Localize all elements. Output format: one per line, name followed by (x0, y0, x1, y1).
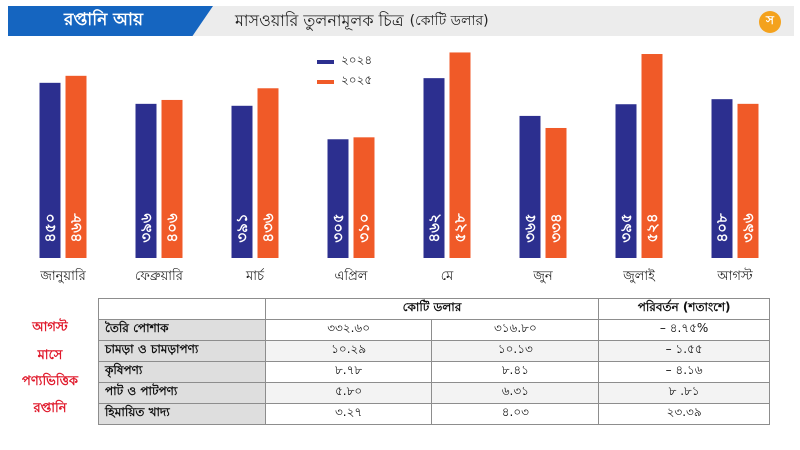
bar-label-2024-5: ৪৬২ (425, 213, 443, 242)
bar-label-2025-7: ৫২৪ (643, 213, 661, 242)
table-cell-2025: ৬.৩১ (431, 382, 600, 404)
table-cell-change: ২৩.৩৯ (598, 403, 770, 425)
bar-label-2024-1: ৪৫০ (41, 213, 59, 242)
table-cell-change: – ১.৫৫ (598, 340, 770, 362)
bar-2025-8 (737, 103, 759, 258)
table-cell-2024: ৮.৭৮ (264, 361, 433, 383)
table-cell-2024: ১০.২৯ (264, 340, 433, 362)
table-cell-change: – ৪.৭৫% (598, 319, 770, 341)
side-label-line-1: আগস্ট (32, 320, 68, 335)
side-label-line-2: মাসে (37, 348, 63, 363)
logo-icon: স (759, 11, 781, 33)
table-row: পাট ও পাটপণ্য ৫.৮০ ৬.৩১ ৮ .৮১ (98, 382, 770, 404)
bar-label-2025-5: ৫২৮ (451, 213, 469, 242)
chart-title: মাসওয়ারি তুলনামূলক চিত্র (কোটি ডলার) (235, 6, 489, 36)
bar-label-2025-8: ৩৯৬ (739, 213, 757, 242)
table-cell-product: তৈরি পোশাক (98, 319, 266, 341)
legend-label-2025: ২০২৫ (341, 73, 373, 87)
legend-swatch-2024 (317, 60, 334, 64)
table-cell-change: – ৪.১৬ (598, 361, 770, 383)
x-tick-label-6: জুন (532, 269, 553, 284)
chart-title-text: মাসওয়ারি তুলনামূলক চিত্র (235, 10, 404, 30)
bar-2025-3 (257, 88, 279, 258)
bar-2025-1 (65, 75, 87, 258)
bar-label-2024-4: ৩০৫ (329, 213, 347, 242)
table-cell-2025: ১০.১৩ (431, 340, 600, 362)
bar-label-2024-8: ৪০৮ (713, 213, 731, 242)
chart-unit: (কোটি ডলার) (409, 13, 489, 29)
bar-chart: ৪৫০ ৪৬৮ জানুয়ারি ৩৯৬ ৪০৬ ফেব্রুয়ারি ৩৯১ ৪৩৬ মা… (39, 52, 759, 284)
header-tag: রপ্তানি আয় (8, 6, 213, 36)
legend-label-2024: ২০২৪ (341, 53, 373, 67)
bar-2024-6 (519, 115, 541, 259)
x-tick-label-1: জানুয়ারি (39, 268, 86, 284)
table-cell-2024: ৫.৮০ (264, 382, 433, 404)
chart-legend: ২০২৪ ২০২৫ (317, 52, 372, 92)
legend-item-2024: ২০২৪ (317, 52, 372, 72)
bar-label-2024-2: ৩৯৬ (137, 213, 155, 242)
table-header-value: কোটি ডলার (264, 298, 600, 320)
bar-label-2025-2: ৪০৬ (163, 213, 181, 242)
table-cell-2025: ৩১৬.৮০ (431, 319, 600, 341)
bar-2024-8 (711, 99, 733, 258)
bar-label-2025-1: ৪৬৮ (67, 213, 85, 242)
table-cell-change: ৮ .৮১ (598, 382, 770, 404)
table-header-blank (98, 298, 266, 320)
product-export-table: কোটি ডলার পরিবর্তন (শতাংশে) তৈরি পোশাক ৩… (98, 298, 770, 425)
x-tick-label-7: জুলাই (622, 268, 656, 284)
side-label-line-4: রপ্তানি (33, 401, 67, 416)
table-row: হিমায়িত খাদ্য ৩.২৭ ৪.০৩ ২৩.৩৯ (98, 403, 770, 425)
table-row: কৃষিপণ্য ৮.৭৮ ৮.৪১ – ৪.১৬ (98, 361, 770, 383)
table-cell-2025: ৪.০৩ (431, 403, 600, 425)
x-tick-label-2: ফেব্রুয়ারি (135, 268, 184, 284)
bar-2025-2 (161, 99, 183, 258)
bar-2024-3 (231, 105, 253, 259)
bar-2025-7 (641, 54, 663, 259)
table-cell-product: চামড়া ও চামড়াপণ্য (98, 340, 266, 362)
table-cell-2025: ৮.৪১ (431, 361, 600, 383)
bar-2025-5 (449, 52, 471, 259)
legend-item-2025: ২০২৫ (317, 72, 372, 92)
table-cell-product: হিমায়িত খাদ্য (98, 403, 266, 425)
bar-2024-7 (615, 104, 637, 258)
bar-label-2024-6: ৩৬৫ (521, 213, 539, 242)
legend-swatch-2025 (317, 80, 334, 84)
x-tick-label-8: আগস্ট (716, 268, 753, 284)
side-label-line-3: পণ্যভিত্তিক (22, 374, 78, 389)
bar-2024-1 (39, 82, 61, 258)
x-tick-label-4: এপ্রিল (335, 268, 368, 284)
x-tick-label-5: মে (441, 269, 454, 284)
bar-label-2025-3: ৪৩৬ (259, 213, 277, 242)
table-row: তৈরি পোশাক ৩৩২.৬০ ৩১৬.৮০ – ৪.৭৫% (98, 319, 770, 341)
bar-label-2024-3: ৩৯১ (233, 213, 251, 242)
bar-2024-5 (423, 78, 445, 259)
table-cell-2024: ৩৩২.৬০ (264, 319, 433, 341)
x-tick-label-3: মার্চ (245, 268, 265, 284)
bar-label-2024-7: ৩৯৫ (617, 213, 635, 242)
table-cell-product: পাট ও পাটপণ্য (98, 382, 266, 404)
table-row: চামড়া ও চামড়াপণ্য ১০.২৯ ১০.১৩ – ১.৫৫ (98, 340, 770, 362)
bar-2024-4 (327, 139, 349, 258)
table-cell-product: কৃষিপণ্য (98, 361, 266, 383)
table-header-row: কোটি ডলার পরিবর্তন (শতাংশে) (98, 298, 770, 320)
table-cell-2024: ৩.২৭ (264, 403, 433, 425)
bar-2024-2 (135, 103, 157, 258)
bar-2025-4 (353, 137, 375, 258)
bar-label-2025-6: ৩৩৪ (547, 213, 565, 242)
bar-label-2025-4: ৩১০ (355, 213, 373, 242)
bar-2025-6 (545, 127, 567, 258)
table-header-change: পরিবর্তন (শতাংশে) (598, 298, 770, 320)
